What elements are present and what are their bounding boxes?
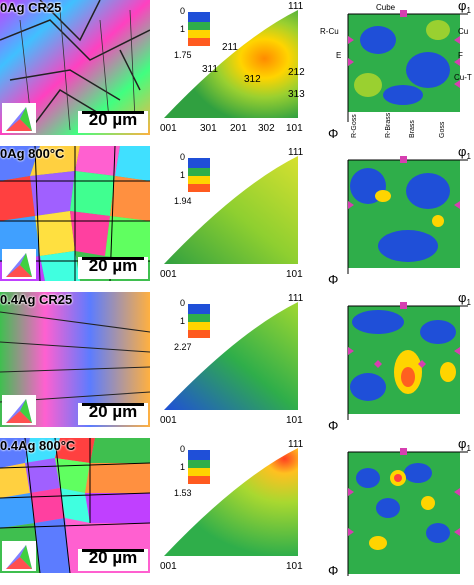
legend-max: 0: [180, 298, 185, 308]
ipf-triangle: [164, 10, 298, 118]
odf-label-f: F: [458, 51, 463, 60]
legend-max: 0: [180, 152, 185, 162]
pole-301: 301: [200, 123, 217, 134]
Phi-axis-label: Φ: [328, 126, 338, 141]
legend-mid: 1: [180, 24, 185, 34]
pole-212: 212: [288, 67, 305, 78]
scale-bar: 20 µm: [78, 549, 148, 571]
pole-312: 312: [244, 74, 261, 85]
odf-markers: [348, 448, 460, 536]
ebsd-map-04ag-800c: 0.4Ag 800°C 20 µm: [0, 438, 150, 573]
phi1-axis-label: φ1: [458, 292, 471, 307]
pole-111: 111: [288, 439, 304, 450]
pole-313: 313: [288, 89, 305, 100]
pole-001: 001: [160, 123, 177, 134]
ebsd-map-0ag-cr25: 0Ag CR25 20 µm: [0, 0, 150, 135]
legend-max: 0: [180, 6, 185, 16]
pole-101: 101: [286, 123, 303, 134]
legend-min: 1.53: [174, 488, 192, 498]
pole-001: 001: [160, 269, 177, 280]
inverse-pole-figure-0ag-cr25: 0 1 1.75 111 211 311 312 212 313 001 301…: [158, 0, 308, 142]
odf-section-0ag-cr25: Cube R-Cu E Cu F Cu-T φ1 Φ R-Goss R-Bras…: [318, 0, 474, 142]
pole-311: 311: [202, 64, 218, 75]
ipf-color-key: [2, 249, 36, 279]
legend-mid: 1: [180, 170, 185, 180]
ipf-color-key: [2, 541, 36, 571]
sample-label: 0.4Ag 800°C: [0, 438, 76, 453]
odf-section-04ag-800c: φ1 Φ: [318, 436, 474, 580]
ipf-triangle: [164, 302, 298, 410]
inverse-pole-figure-04ag-cr25: 0 1 2.27 111 001 101: [158, 292, 308, 434]
ipf-triangle: [164, 448, 298, 556]
pole-111: 111: [288, 147, 304, 158]
svg-text:R-Goss: R-Goss: [351, 114, 358, 138]
sample-label: 0Ag 800°C: [0, 146, 65, 161]
odf-label-cube: Cube: [376, 3, 396, 12]
legend-mid: 1: [180, 316, 185, 326]
Phi-axis-label: Φ: [328, 418, 338, 433]
svg-text:R-Brass: R-Brass: [385, 112, 392, 138]
figure-row-3: 0.4Ag CR25 20 µm 0 1 2.27 111 001 101: [0, 290, 474, 434]
ebsd-map-04ag-cr25: 0.4Ag CR25 20 µm: [0, 292, 150, 427]
ebsd-map-0ag-800c: 0Ag 800°C 20 µm: [0, 146, 150, 281]
pole-101: 101: [286, 415, 303, 426]
odf-label-e: E: [336, 51, 341, 60]
phi1-axis-label: φ1: [458, 0, 471, 15]
odf-section-04ag-cr25: φ1 Φ: [318, 290, 474, 434]
scale-bar: 20 µm: [78, 257, 148, 279]
pole-001: 001: [160, 415, 177, 426]
svg-text:Brass: Brass: [409, 120, 416, 138]
scale-bar: 20 µm: [78, 403, 148, 425]
pole-101: 101: [286, 561, 303, 572]
odf-markers: [348, 156, 460, 209]
pole-111: 111: [288, 1, 304, 12]
pole-111: 111: [288, 293, 304, 304]
odf-bottom-labels: R-Goss R-Brass Brass Goss: [351, 112, 446, 138]
legend-min: 1.75: [174, 50, 192, 60]
figure-row-4: 0.4Ag 800°C 20 µm 0 1 1.53 111 001 101: [0, 436, 474, 580]
legend-mid: 1: [180, 462, 185, 472]
odf-section-0ag-800c: φ1 Φ: [318, 144, 474, 288]
phi1-axis-label: φ1: [458, 438, 471, 453]
inverse-pole-figure-04ag-800c: 0 1 1.53 111 001 101: [158, 438, 308, 580]
pole-211: 211: [222, 42, 238, 53]
pole-001: 001: [160, 561, 177, 572]
sample-label: 0.4Ag CR25: [0, 292, 73, 307]
odf-label-cut: Cu-T: [454, 73, 472, 82]
ipf-color-key: [2, 395, 36, 425]
scale-bar: 20 µm: [78, 111, 148, 133]
odf-label-rcu: R-Cu: [320, 27, 339, 36]
Phi-axis-label: Φ: [328, 272, 338, 287]
inverse-pole-figure-0ag-800c: 0 1 1.94 111 001 101: [158, 146, 308, 288]
odf-markers: [348, 10, 460, 88]
legend-max: 0: [180, 444, 185, 454]
Phi-axis-label: Φ: [328, 563, 338, 578]
ipf-color-key: [2, 103, 36, 133]
pole-201: 201: [230, 123, 247, 134]
odf-label-cu: Cu: [458, 27, 468, 36]
odf-markers: [348, 302, 460, 368]
legend-min: 1.94: [174, 196, 192, 206]
pole-101: 101: [286, 269, 303, 280]
sample-label: 0Ag CR25: [0, 0, 62, 15]
svg-text:Goss: Goss: [439, 121, 446, 138]
pole-302: 302: [258, 123, 275, 134]
figure-row-1: 0Ag CR25 20 µm 0 1 1.75 111 211 311: [0, 0, 474, 142]
legend-min: 2.27: [174, 342, 192, 352]
phi1-axis-label: φ1: [458, 146, 471, 161]
figure-row-2: 0Ag 800°C 20 µm 0 1 1.94 111 001 101: [0, 144, 474, 288]
ipf-triangle: [164, 156, 298, 264]
